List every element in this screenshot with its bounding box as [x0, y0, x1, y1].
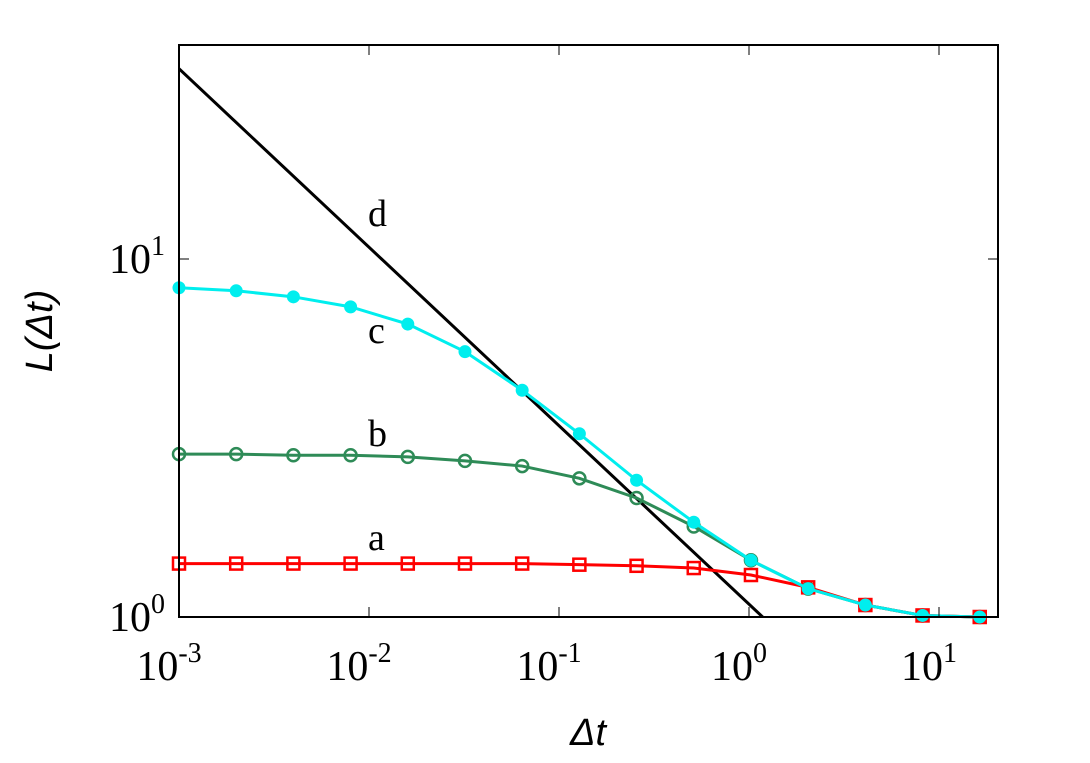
series-b-line — [179, 452, 980, 619]
series-a-marker — [629, 558, 644, 574]
series-a-marker — [743, 567, 759, 583]
series-a-marker — [686, 560, 702, 576]
y-tick-label: 100 — [109, 589, 165, 641]
series-b-marker — [343, 448, 358, 463]
x-tick-label: 100 — [711, 638, 767, 690]
series-a-marker — [514, 556, 530, 571]
curve-label-d: d — [368, 193, 387, 235]
series-c-marker — [630, 473, 644, 487]
series-c-marker — [687, 515, 701, 529]
series-c-marker — [458, 345, 472, 359]
curve-label-c: c — [368, 310, 385, 352]
series-b-marker — [228, 446, 244, 462]
series-b-marker — [457, 453, 473, 469]
curve-label-b: b — [368, 413, 387, 455]
x-tick-label: 10-3 — [136, 638, 201, 690]
plot-frame — [178, 44, 999, 618]
x-tick-label: 10-2 — [326, 638, 391, 690]
series-b-marker — [514, 458, 530, 474]
series-c-marker — [344, 300, 358, 314]
x-tick-label: 101 — [901, 638, 957, 690]
series-c-marker — [858, 598, 872, 612]
series-b-marker — [286, 448, 301, 463]
series-a-marker — [343, 556, 358, 571]
y-tick-label: 101 — [109, 231, 165, 283]
series-b-marker — [629, 490, 644, 506]
y-axis-title: L(Δt) — [19, 290, 61, 373]
ticks-layer: 10-3 10-2 10-1 100 101 100 101 — [109, 45, 998, 690]
series-a-marker — [286, 556, 301, 571]
series-c-marker — [229, 284, 243, 298]
x-axis-title: Δt — [569, 712, 607, 754]
series-c-marker — [572, 427, 586, 441]
series-b-marker — [572, 471, 587, 486]
series-c-marker — [515, 383, 529, 397]
series-a-marker — [572, 557, 587, 572]
series-layer — [171, 67, 987, 625]
series-c-marker — [744, 553, 758, 567]
series-c-marker — [286, 290, 300, 304]
x-tick-label: 10-1 — [516, 638, 581, 690]
curve-label-a: a — [368, 517, 385, 559]
series-a-marker — [400, 556, 416, 571]
series-c-marker — [801, 582, 815, 596]
series-a-marker — [228, 556, 244, 571]
series-d-line — [179, 67, 764, 617]
series-c-marker — [916, 608, 930, 622]
series-c-marker — [401, 317, 415, 331]
series-a-marker — [457, 556, 473, 571]
series-b-marker — [400, 449, 416, 465]
